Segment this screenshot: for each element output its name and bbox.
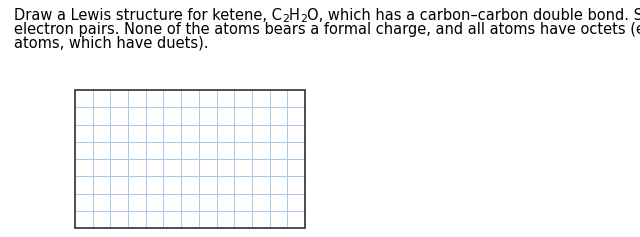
Text: 2: 2 [282,14,289,24]
Text: O, which has a carbon–carbon double bond. Show all unshared: O, which has a carbon–carbon double bond… [307,8,640,23]
Text: H: H [289,8,300,23]
Bar [75,90,305,228]
Text: electron pairs. None of the atoms bears a formal charge, and all atoms have octe: electron pairs. None of the atoms bears … [14,22,640,37]
Text: 2: 2 [300,14,307,24]
Text: Draw a Lewis structure for ketene, C: Draw a Lewis structure for ketene, C [14,8,282,23]
Text: atoms, which have duets).: atoms, which have duets). [14,36,209,51]
